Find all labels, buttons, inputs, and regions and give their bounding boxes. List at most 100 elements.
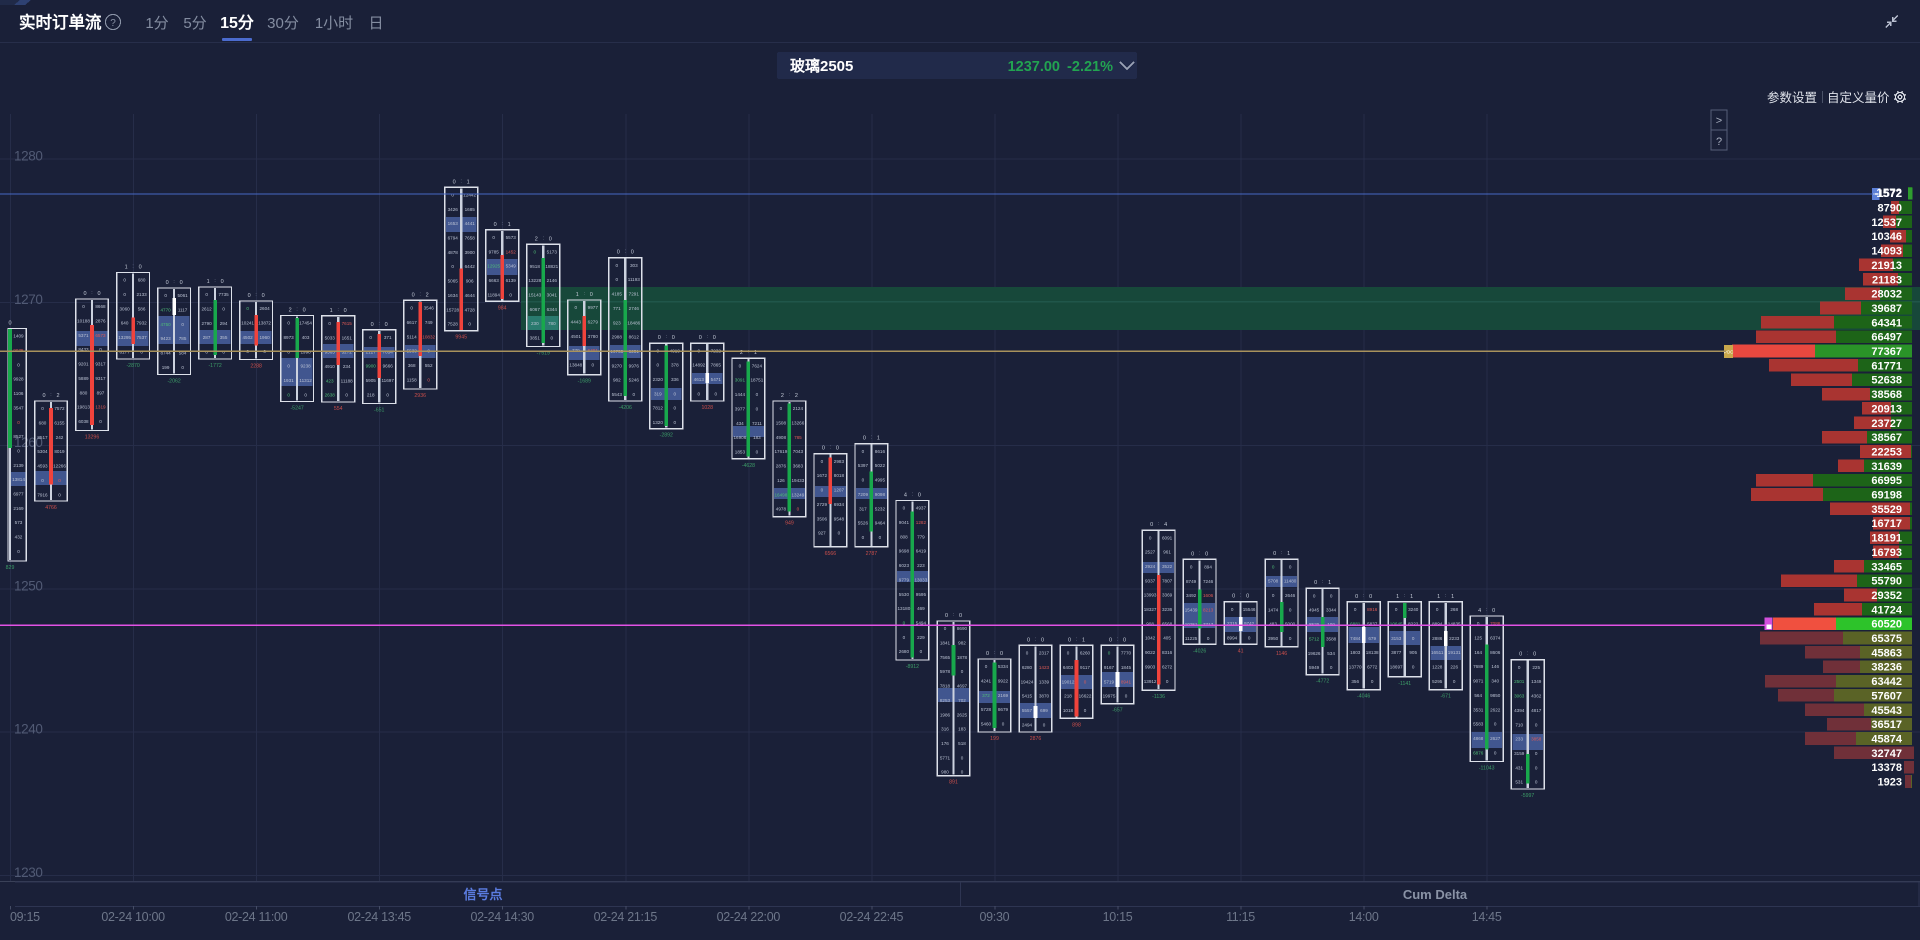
svg-text::: : <box>50 392 51 398</box>
svg-text:1339: 1339 <box>1039 679 1050 684</box>
svg-text:2494: 2494 <box>1022 722 1033 727</box>
svg-text:7565: 7565 <box>940 655 951 660</box>
svg-text:0: 0 <box>862 478 865 483</box>
svg-text:-2062: -2062 <box>167 379 180 385</box>
svg-text:6344: 6344 <box>547 307 558 312</box>
svg-text:36517: 36517 <box>1871 719 1902 731</box>
svg-text:0: 0 <box>616 263 619 268</box>
svg-text:8994: 8994 <box>1227 636 1238 641</box>
svg-text:785: 785 <box>794 435 802 440</box>
svg-text:7537: 7537 <box>136 335 147 340</box>
svg-text:8668: 8668 <box>95 304 106 309</box>
svg-text:11697: 11697 <box>381 378 394 383</box>
svg-text:7086: 7086 <box>1490 621 1501 626</box>
svg-text::: : <box>255 292 256 298</box>
svg-text::: : <box>912 492 913 498</box>
svg-text:0: 0 <box>1125 694 1128 699</box>
svg-text:980: 980 <box>941 770 949 775</box>
svg-text:9595: 9595 <box>916 592 927 597</box>
svg-text:6374: 6374 <box>1490 636 1501 641</box>
svg-text:9238: 9238 <box>300 364 311 369</box>
svg-text:参数设置: 参数设置 <box>1767 90 1817 105</box>
svg-text:2876: 2876 <box>776 464 787 469</box>
svg-text:19131: 19131 <box>1448 650 1461 655</box>
svg-text:0: 0 <box>1166 679 1169 684</box>
svg-text:6566: 6566 <box>825 551 837 557</box>
svg-text:4644: 4644 <box>465 293 476 298</box>
svg-text:10832: 10832 <box>422 334 435 339</box>
svg-text:0: 0 <box>8 321 11 327</box>
svg-text:4502: 4502 <box>242 335 253 340</box>
svg-text:0: 0 <box>468 322 471 327</box>
svg-text:0: 0 <box>287 364 290 369</box>
svg-text::: : <box>1199 550 1200 556</box>
svg-text:13033: 13033 <box>915 577 928 582</box>
svg-text:0: 0 <box>262 293 265 299</box>
svg-text:13249: 13249 <box>792 492 805 497</box>
svg-text:9900: 9900 <box>366 364 377 369</box>
svg-text:28032: 28032 <box>1871 289 1902 301</box>
svg-text:9167: 9167 <box>1104 665 1115 670</box>
svg-text::: : <box>994 650 995 656</box>
svg-text:3426: 3426 <box>448 207 459 212</box>
svg-text:POC: POC <box>1724 350 1735 355</box>
svg-text:19424: 19424 <box>1021 679 1034 684</box>
svg-text:1: 1 <box>125 265 128 271</box>
svg-text:4394: 4394 <box>1514 708 1525 713</box>
svg-text:7291: 7291 <box>629 292 640 297</box>
svg-text:38567: 38567 <box>1871 432 1902 444</box>
svg-text:0: 0 <box>1369 594 1372 600</box>
svg-text:6403: 6403 <box>1063 665 1074 670</box>
svg-text:223: 223 <box>917 563 925 568</box>
svg-text:0: 0 <box>1149 535 1152 540</box>
svg-text:1845: 1845 <box>1121 665 1132 670</box>
svg-text:2233: 2233 <box>1449 636 1460 641</box>
svg-text:6617: 6617 <box>407 320 418 325</box>
svg-text:0: 0 <box>248 293 251 299</box>
svg-text:0: 0 <box>674 420 677 425</box>
svg-text:7717: 7717 <box>1203 622 1214 627</box>
svg-text:7624: 7624 <box>752 363 763 368</box>
svg-text:0: 0 <box>509 292 512 297</box>
svg-text:19433: 19433 <box>792 478 805 483</box>
svg-text:6091: 6091 <box>1162 535 1173 540</box>
svg-text:2317: 2317 <box>1039 651 1050 656</box>
svg-text:268: 268 <box>1450 607 1458 612</box>
svg-text:7818: 7818 <box>940 684 951 689</box>
svg-text:534: 534 <box>1327 651 1335 656</box>
svg-text:20913: 20913 <box>1871 403 1902 415</box>
svg-text:1: 1 <box>1410 594 1413 600</box>
svg-text:0: 0 <box>1395 607 1398 612</box>
svg-text:11188: 11188 <box>341 378 354 383</box>
svg-text:6023: 6023 <box>899 563 910 568</box>
svg-text:8253: 8253 <box>940 698 951 703</box>
svg-text::: : <box>830 445 831 451</box>
svg-text:927: 927 <box>818 531 826 536</box>
svg-text::: : <box>173 279 174 285</box>
svg-text:0: 0 <box>959 613 962 619</box>
svg-text:0: 0 <box>1205 551 1208 557</box>
svg-text:9945: 9945 <box>455 335 467 341</box>
svg-text:1158: 1158 <box>407 377 417 382</box>
svg-text:?: ? <box>1716 136 1722 148</box>
svg-text:-1141: -1141 <box>1398 681 1411 687</box>
svg-text:1: 1 <box>330 308 333 314</box>
svg-text:0: 0 <box>879 535 882 540</box>
svg-text:6272: 6272 <box>1162 664 1173 669</box>
svg-text:4868: 4868 <box>1473 736 1484 741</box>
svg-text:0: 0 <box>534 250 537 255</box>
svg-text:3041: 3041 <box>547 293 558 298</box>
svg-text:-2870: -2870 <box>126 363 139 369</box>
svg-text:0: 0 <box>918 493 921 499</box>
svg-text:0: 0 <box>385 322 388 328</box>
svg-text:77367: 77367 <box>1871 346 1902 358</box>
svg-text:3091: 3091 <box>735 378 746 383</box>
svg-text:7043: 7043 <box>793 449 804 454</box>
svg-text:31639: 31639 <box>1871 461 1902 473</box>
svg-text:0: 0 <box>222 307 225 312</box>
svg-text:0: 0 <box>1068 637 1071 643</box>
svg-text:0: 0 <box>83 291 86 297</box>
svg-text:32747: 32747 <box>1871 748 1902 760</box>
svg-text:355: 355 <box>220 335 228 340</box>
svg-text:5349: 5349 <box>506 264 517 269</box>
